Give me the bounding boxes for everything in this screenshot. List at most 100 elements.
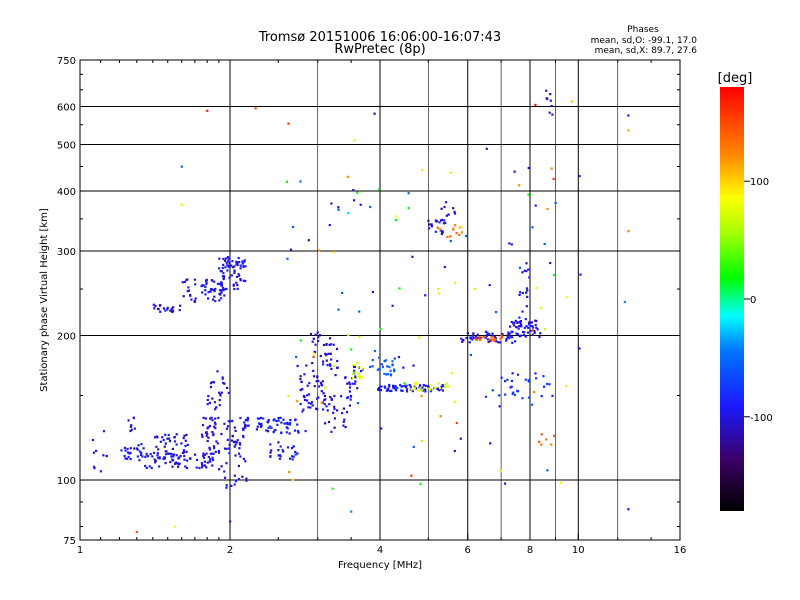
data-point [453, 281, 457, 284]
data-point [316, 331, 319, 334]
data-point [236, 439, 239, 442]
data-point [491, 389, 494, 392]
data-point [444, 221, 447, 225]
data-point [260, 423, 263, 426]
data-point [220, 291, 223, 294]
data-point [223, 470, 226, 473]
data-point [550, 443, 553, 446]
data-point [549, 261, 552, 265]
data-point [490, 336, 493, 339]
data-point [399, 383, 402, 387]
data-point [277, 417, 280, 420]
data-point [303, 373, 306, 376]
data-point [226, 386, 229, 389]
data-point [223, 288, 227, 291]
data-point [551, 394, 554, 397]
data-point [314, 343, 317, 346]
data-point [187, 289, 191, 292]
data-point [439, 228, 442, 231]
data-point [242, 436, 245, 439]
data-point [401, 385, 404, 388]
data-point [330, 358, 333, 361]
data-point [164, 462, 167, 465]
data-point [242, 457, 245, 460]
data-point [407, 207, 410, 210]
data-point [140, 451, 143, 454]
data-point [226, 264, 229, 267]
data-point [229, 420, 232, 423]
data-point [233, 271, 236, 274]
y-tick-label: 400 [57, 187, 76, 198]
data-point [225, 261, 228, 264]
data-point [208, 448, 211, 451]
data-point [245, 479, 248, 482]
data-point [154, 304, 157, 308]
data-point [453, 400, 456, 403]
data-point [225, 462, 228, 465]
data-point [500, 376, 503, 379]
data-point [207, 395, 210, 398]
data-point [514, 340, 517, 343]
data-point [403, 382, 406, 385]
data-point [202, 456, 206, 459]
data-point [279, 455, 282, 458]
data-point [383, 360, 386, 363]
data-point [386, 365, 389, 368]
data-point [322, 363, 325, 366]
data-point [385, 373, 388, 376]
data-point [93, 465, 96, 468]
data-point [386, 388, 389, 391]
data-point [169, 309, 172, 312]
data-point [190, 298, 193, 301]
data-point [491, 334, 494, 337]
data-point [227, 257, 230, 260]
data-point [434, 387, 437, 390]
data-point [486, 331, 489, 334]
data-point [352, 189, 355, 192]
data-point [511, 341, 514, 344]
data-point [309, 332, 313, 336]
data-point [217, 451, 221, 454]
data-point [354, 376, 357, 379]
x-tick-label: 4 [377, 545, 383, 556]
data-point [235, 281, 238, 284]
data-point [411, 255, 414, 258]
data-point [437, 287, 440, 291]
data-point [153, 458, 156, 461]
data-point [222, 276, 225, 279]
data-point [493, 335, 497, 339]
data-point [164, 442, 167, 445]
data-point [295, 355, 298, 359]
data-point [282, 450, 285, 453]
data-point [208, 424, 211, 428]
data-point [553, 434, 556, 437]
data-point [200, 433, 204, 436]
data-point [497, 341, 500, 344]
y-axis-label: Stationary phase Virtual Height [km] [39, 208, 50, 392]
data-point [239, 416, 242, 420]
data-point [424, 384, 427, 387]
data-point [215, 440, 218, 443]
data-point [244, 418, 247, 422]
data-point [394, 389, 398, 392]
data-point [288, 423, 291, 426]
data-point [239, 267, 242, 270]
data-point [124, 449, 127, 452]
data-point [238, 452, 241, 455]
data-point [222, 277, 225, 281]
data-point [356, 402, 360, 405]
data-point [348, 390, 351, 393]
data-point [427, 385, 430, 388]
data-point [201, 424, 205, 427]
data-point [441, 389, 444, 392]
data-point [149, 452, 152, 456]
data-point [231, 260, 234, 263]
data-point [325, 354, 328, 357]
data-point [418, 384, 422, 387]
data-point [511, 336, 514, 339]
data-point [170, 455, 173, 458]
data-point [183, 454, 186, 458]
data-point [405, 388, 409, 391]
data-point [148, 465, 151, 468]
data-point [529, 329, 532, 333]
